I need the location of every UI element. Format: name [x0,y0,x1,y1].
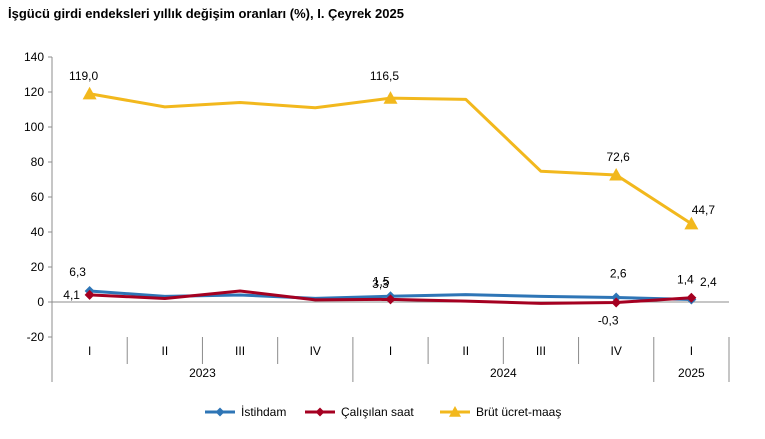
x-tick-label: IV [610,344,621,358]
y-tick-label: -20 [27,330,45,344]
data-label: -0,3 [598,314,619,328]
data-point [684,216,699,230]
legend-label: Brüt ücret-maaş [476,405,561,419]
data-label: 3,3 [372,277,389,291]
legend: İstihdam Çalışılan saat Brüt ücret-maaş [205,405,561,419]
data-label: 44,7 [692,203,716,217]
data-point [609,167,624,181]
x-tick-label: II [462,344,469,358]
data-label: 2,6 [610,266,627,280]
data-point [611,297,622,308]
x-tick-label: III [235,344,245,358]
y-tick-label: 60 [31,190,45,204]
x-tick-label: I [88,344,91,358]
data-label: 4,1 [63,288,80,302]
legend-entry: Brüt ücret-maaş [440,405,561,419]
y-tick-label: 40 [31,225,45,239]
year-label: 2024 [490,366,517,380]
data-label: 1,5 [373,274,390,288]
y-tick-label: 20 [31,260,45,274]
y-tick-label: 140 [24,50,44,64]
series-layer [82,86,699,308]
y-tick-label: 100 [24,120,44,134]
year-label: 2025 [678,366,705,380]
data-label: 2,4 [700,275,717,289]
data-point [686,292,697,303]
legend-marker [215,407,225,417]
series-1 [84,289,697,308]
data-label: 1,4 [677,273,694,287]
y-tick-label: 120 [24,85,44,99]
data-point [611,292,622,303]
data-label: 119,0 [69,69,98,83]
x-tick-label: III [536,344,546,358]
data-point [383,91,398,104]
data-point [385,294,396,305]
x-tick-label: I [690,344,693,358]
legend-label: İstihdam [241,405,286,419]
x-tick-label: I [389,344,392,358]
y-tick-label: 80 [31,155,45,169]
legend-marker [315,407,325,417]
legend-label: Çalışılan saat [341,405,414,419]
legend-marker [449,406,461,417]
data-label: 116,5 [370,69,399,83]
data-point [82,86,97,100]
legend-entry: İstihdam [205,405,286,419]
data-point [84,289,95,300]
year-label: 2023 [189,366,216,380]
chart-title: İşgücü girdi endeksleri yıllık değişim o… [8,6,404,21]
data-label: 6,3 [69,265,86,279]
series-line [89,92,693,226]
data-label: 72,6 [606,150,630,164]
y-tick-label: 0 [37,295,44,309]
x-tick-label: IV [310,344,321,358]
series-2 [82,86,699,230]
data-labels: 6,3 3,3 2,6 1,4 4,1 1,5 -0,3 2,4 119,0 116,5 72,6 4… [63,69,717,328]
x-tick-label: II [161,344,168,358]
legend-entry: Çalışılan saat [305,405,414,419]
